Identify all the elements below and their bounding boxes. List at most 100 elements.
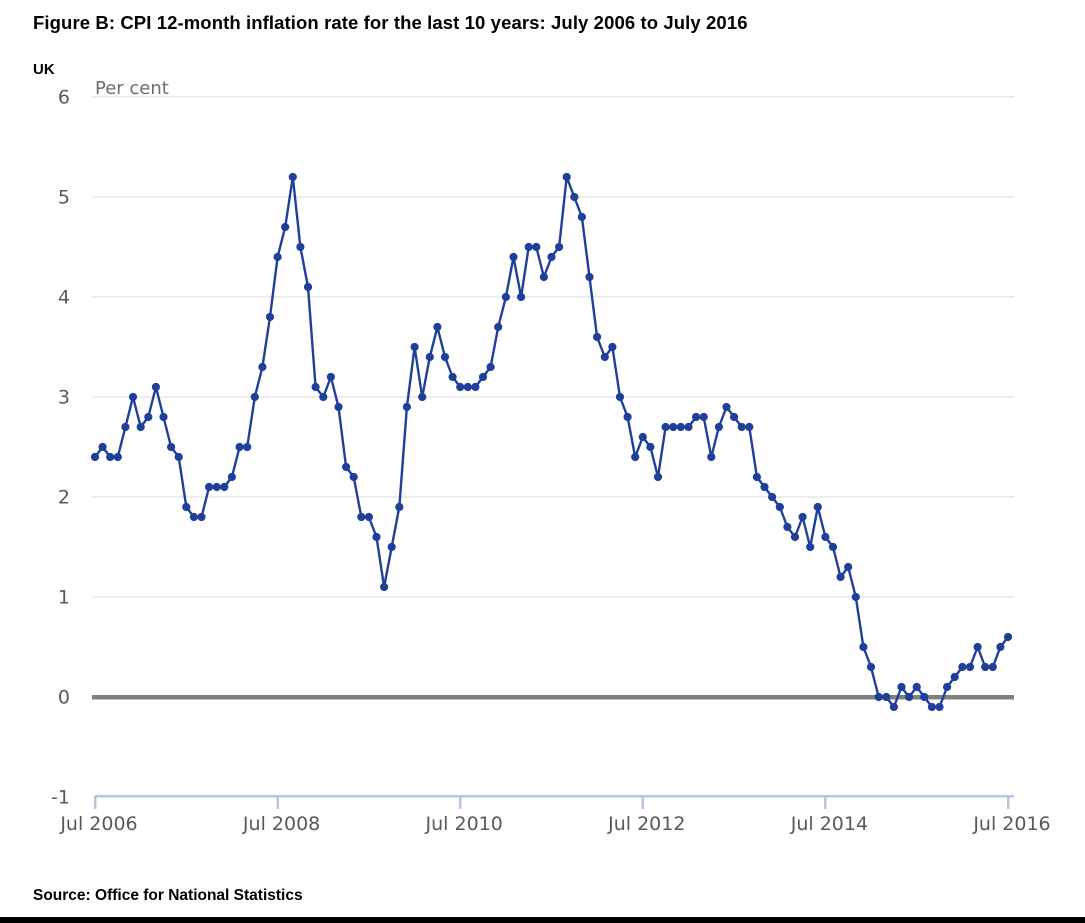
data-point-marker [220,482,229,492]
data-point-marker [311,382,320,392]
data-point-marker [501,292,510,302]
data-point-marker [783,522,792,532]
data-point-marker [159,412,168,422]
data-point-marker [144,412,153,422]
data-point-marker [539,272,549,282]
y-tick-label-3: 3 [58,387,70,409]
y-tick-label-1: 1 [58,587,70,609]
data-point-marker [965,662,975,672]
data-point-marker [357,512,366,522]
data-point-marker [524,242,533,252]
data-point-marker [303,282,313,292]
data-point-marker [387,542,396,552]
data-point-marker [775,502,784,512]
y-tick-label-0: 0 [58,687,70,709]
data-point-marker [851,592,860,602]
data-point-marker [828,542,838,552]
data-point-marker [562,172,571,182]
data-point-marker [973,642,982,652]
data-point-marker [258,362,267,372]
data-point-marker [402,402,411,412]
y-tick-label-5: 5 [58,187,70,209]
data-point-marker [121,422,130,432]
data-point-marker [448,372,457,382]
data-point-marker [296,242,305,252]
y-axis-unit-label: Per cent [95,78,169,99]
data-point-marker [372,532,381,542]
data-point-marker [319,392,328,402]
data-point-marker [494,322,503,332]
data-point-marker [882,692,891,702]
data-point-marker [692,412,701,422]
data-point-marker [608,342,617,352]
data-point-marker [410,342,419,352]
data-point-marker [570,192,579,202]
data-point-marker [981,662,990,672]
data-point-marker [737,422,746,432]
x-tick-label: Jul 2012 [607,813,685,835]
data-point-marker [821,532,830,542]
data-point-marker [615,392,625,402]
data-point-marker [395,502,404,512]
data-point-marker [927,702,937,712]
data-point-marker [471,382,480,392]
data-point-marker [950,672,959,682]
data-point-marker [669,422,678,432]
data-point-marker [988,662,997,672]
data-point-marker [684,422,693,432]
x-tick-label: Jul 2014 [790,813,868,835]
data-point-marker [585,272,594,282]
x-tick-label: Jul 2010 [425,813,503,835]
data-point-marker [205,482,214,492]
data-point-marker [661,422,670,432]
data-point-marker [281,222,290,232]
bottom-divider-bar [0,917,1085,923]
data-point-marker [996,642,1005,652]
data-point-marker [128,392,138,402]
data-point-marker [342,462,351,472]
x-tick-label: Jul 2016 [972,813,1050,835]
data-point-marker [836,572,845,582]
data-point-marker [768,492,777,502]
data-point-marker [623,412,632,422]
data-point-marker [433,322,442,332]
data-point-marker [699,412,708,422]
data-point-marker [752,472,762,482]
data-point-marker [212,482,221,492]
x-tick-label: Jul 2008 [242,813,320,835]
data-point-marker [593,332,602,342]
data-point-marker [106,452,115,462]
data-point-marker [745,422,754,432]
data-point-marker [600,352,609,362]
data-point-marker [197,512,206,522]
data-point-marker [288,172,297,182]
data-point-marker [418,392,427,402]
data-point-marker [798,512,807,522]
data-point-marker [364,512,373,522]
data-point-marker [334,402,343,412]
data-point-marker [638,432,647,442]
chart-title: Figure B: CPI 12-month inflation rate fo… [33,12,748,33]
data-point-marker [935,702,944,712]
data-point-marker [113,452,122,462]
data-point-marker [714,422,724,432]
data-point-marker [653,472,663,482]
data-point-marker [380,582,389,592]
data-point-marker [227,472,236,482]
y-tick-label--1: -1 [51,787,70,809]
data-point-marker [235,442,244,452]
data-point-marker [806,542,815,552]
data-point-marker [555,242,564,252]
data-point-marker [874,692,883,702]
data-point-marker [859,642,868,652]
data-point-marker [167,442,176,452]
data-point-marker [326,372,335,382]
data-point-marker [182,502,191,512]
data-point-marker [707,452,716,462]
data-point-marker [760,482,769,492]
data-point-marker [90,452,100,462]
data-point-marker [676,422,685,432]
y-tick-label-2: 2 [58,487,70,509]
data-point-marker [943,682,952,692]
